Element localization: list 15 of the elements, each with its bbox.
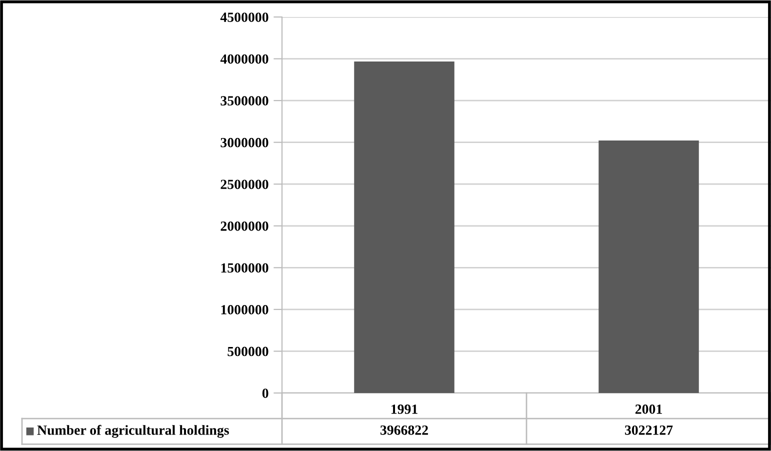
y-tick-label: 2000000 <box>220 221 268 231</box>
legend-label: Number of agricultural holdings <box>37 424 229 438</box>
y-tick-label: 3500000 <box>220 96 268 106</box>
y-tick-label: 3000000 <box>220 138 268 148</box>
x-tick-label: 2001 <box>635 404 662 414</box>
x-tick-label: 1991 <box>391 404 418 414</box>
y-tick-label: 4000000 <box>220 54 268 64</box>
y-tick-label: 4500000 <box>220 12 268 22</box>
data-label: 3966822 <box>380 425 428 435</box>
y-tick-label: 0 <box>262 388 268 398</box>
y-tick-label: 500000 <box>228 346 268 356</box>
y-tick-label: 1000000 <box>221 305 268 314</box>
data-label: 3022127 <box>624 425 673 435</box>
y-tick-label: 1500000 <box>221 263 268 273</box>
y-tick-label: 2500000 <box>220 180 268 190</box>
